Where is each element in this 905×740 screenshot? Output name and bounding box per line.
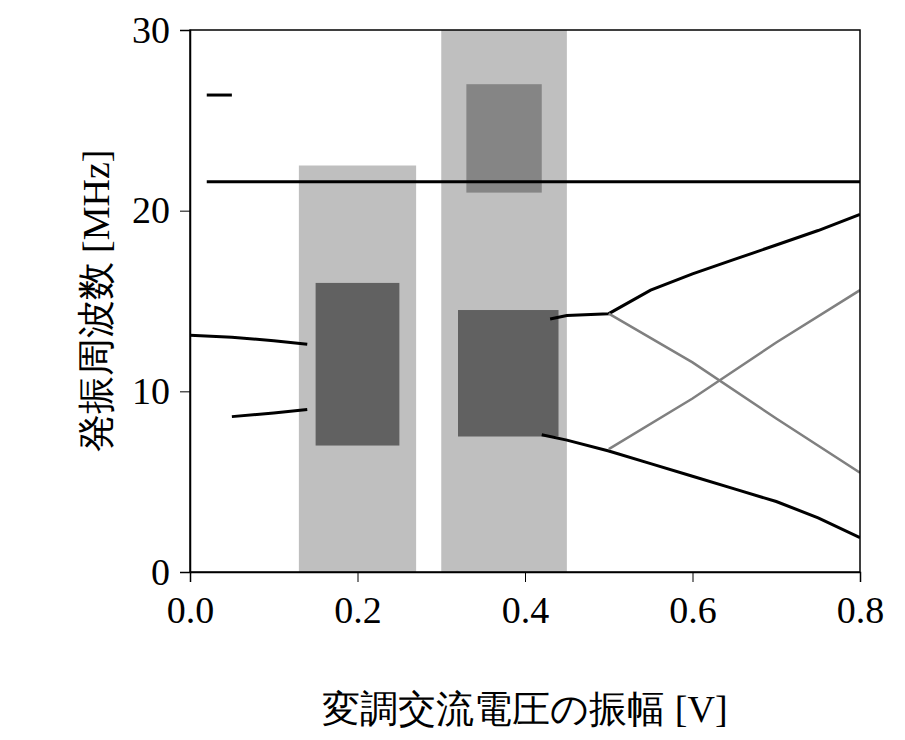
noise-region [316,283,400,446]
x-tick-label: 0.8 [837,589,885,631]
chart: 0.0 0.2 0.4 0.6 0.8 0 10 20 30 変調交流電圧の振幅 [V] 発振周波数… [0,0,905,740]
frequency-branch [207,180,860,183]
noise-region [299,166,416,573]
y-tick-mark [180,572,190,573]
x-axis-line [191,573,861,583]
x-tick: 0.2 [334,572,382,631]
y-tick-mark [180,211,190,212]
y-tick: 20 [132,189,190,231]
noise-region [441,30,567,572]
y-tick-mark [180,30,190,31]
x-tick: 0.6 [669,572,717,631]
x-tick: 0.0 [167,572,215,631]
x-axis-title: 変調交流電圧の振幅 [V] [322,688,727,730]
y-tick-mark [180,391,190,392]
x-tick: 0.8 [837,572,885,631]
plot-area [190,30,860,572]
x-tick-mark [358,572,359,582]
y-tick: 0 [151,551,190,593]
x-tick-label: 0.0 [167,589,215,631]
y-axis-line [180,31,191,573]
y-tick-label: 10 [132,370,170,412]
x-tick-mark [693,572,694,582]
y-axis: 0 10 20 30 [132,9,191,593]
y-tick-label: 20 [132,189,170,231]
frame [190,30,860,572]
frequency-branch [190,214,860,344]
x-tick-label: 0.4 [502,589,550,631]
y-tick: 10 [132,370,190,412]
x-tick-label: 0.6 [669,589,717,631]
x-tick-mark [525,572,526,582]
frequency-branch [609,314,860,473]
noise-region [466,84,541,192]
y-tick: 30 [132,9,190,51]
y-axis-title: 発振周波数 [MHz] [75,150,117,453]
x-axis: 0.0 0.2 0.4 0.6 0.8 [167,572,885,631]
x-tick-mark [190,572,191,582]
x-tick: 0.4 [502,572,550,631]
x-tick-label: 0.2 [334,589,382,631]
frequency-branch [609,290,860,449]
x-tick-mark [860,572,861,582]
y-tick-label: 0 [151,551,170,593]
frequency-branch [207,94,232,97]
y-tick-label: 30 [132,9,170,51]
frequency-branch [232,409,860,537]
noise-region [458,310,559,436]
